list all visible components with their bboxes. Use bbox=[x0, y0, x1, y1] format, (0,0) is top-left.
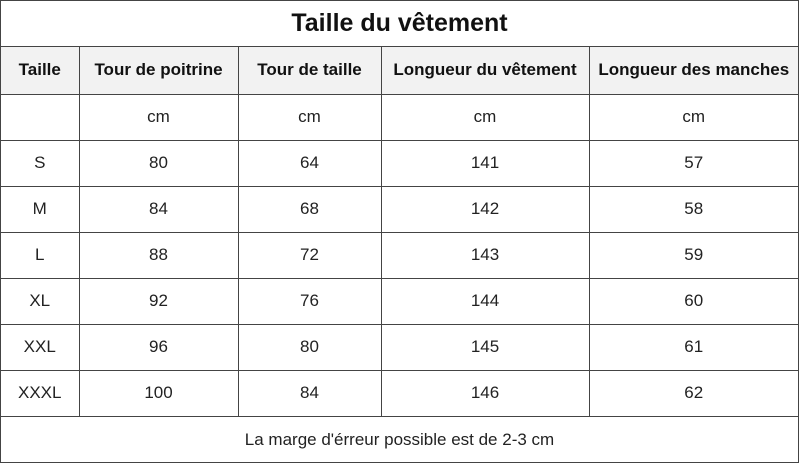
table-row: S 80 64 141 57 bbox=[1, 139, 798, 187]
value-cell: 76 bbox=[237, 277, 382, 325]
value-cell: 64 bbox=[237, 139, 382, 187]
value-cell: 84 bbox=[78, 185, 239, 233]
unit-cell: cm bbox=[237, 93, 382, 141]
value-cell: 84 bbox=[237, 369, 382, 416]
column-header-sleeve: Longueur des manches bbox=[588, 47, 798, 95]
value-cell: 57 bbox=[588, 139, 798, 187]
size-table: Taille Tour de poitrine Tour de taille L… bbox=[1, 47, 798, 416]
value-cell: 88 bbox=[78, 231, 239, 279]
table-row: XXL 96 80 145 61 bbox=[1, 323, 798, 371]
units-row: cm cm cm cm bbox=[1, 93, 798, 141]
size-cell: XXL bbox=[1, 323, 80, 371]
value-cell: 58 bbox=[588, 185, 798, 233]
value-cell: 146 bbox=[380, 369, 590, 416]
table-row: L 88 72 143 59 bbox=[1, 231, 798, 279]
unit-cell: cm bbox=[588, 93, 798, 141]
value-cell: 80 bbox=[237, 323, 382, 371]
error-margin-note: La marge d'érreur possible est de 2-3 cm bbox=[1, 416, 798, 462]
chart-title: Taille du vêtement bbox=[1, 1, 798, 47]
table-row: M 84 68 142 58 bbox=[1, 185, 798, 233]
value-cell: 68 bbox=[237, 185, 382, 233]
value-cell: 62 bbox=[588, 369, 798, 416]
size-cell: S bbox=[1, 139, 80, 187]
column-header-chest: Tour de poitrine bbox=[78, 47, 239, 95]
value-cell: 141 bbox=[380, 139, 590, 187]
table-row: XL 92 76 144 60 bbox=[1, 277, 798, 325]
value-cell: 145 bbox=[380, 323, 590, 371]
value-cell: 96 bbox=[78, 323, 239, 371]
size-cell: L bbox=[1, 231, 80, 279]
value-cell: 60 bbox=[588, 277, 798, 325]
size-cell: M bbox=[1, 185, 80, 233]
size-cell: XL bbox=[1, 277, 80, 325]
size-cell: XXXL bbox=[1, 369, 80, 416]
unit-cell: cm bbox=[380, 93, 590, 141]
unit-cell: cm bbox=[78, 93, 239, 141]
column-header-waist: Tour de taille bbox=[237, 47, 382, 95]
unit-cell bbox=[1, 93, 80, 141]
value-cell: 143 bbox=[380, 231, 590, 279]
value-cell: 59 bbox=[588, 231, 798, 279]
value-cell: 142 bbox=[380, 185, 590, 233]
header-row: Taille Tour de poitrine Tour de taille L… bbox=[1, 47, 798, 95]
value-cell: 100 bbox=[78, 369, 239, 416]
table-row: XXXL 100 84 146 62 bbox=[1, 369, 798, 416]
column-header-length: Longueur du vêtement bbox=[380, 47, 590, 95]
value-cell: 144 bbox=[380, 277, 590, 325]
value-cell: 92 bbox=[78, 277, 239, 325]
column-header-size: Taille bbox=[1, 47, 80, 95]
value-cell: 72 bbox=[237, 231, 382, 279]
value-cell: 61 bbox=[588, 323, 798, 371]
value-cell: 80 bbox=[78, 139, 239, 187]
table-container: Taille Tour de poitrine Tour de taille L… bbox=[1, 47, 798, 416]
